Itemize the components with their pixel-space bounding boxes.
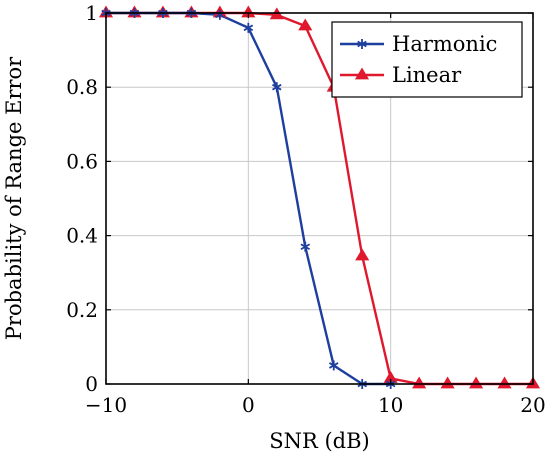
data-point-harmonic bbox=[300, 241, 311, 252]
y-tick-label: 0.6 bbox=[66, 149, 98, 173]
data-point-linear bbox=[298, 18, 313, 31]
legend: Harmonic Linear bbox=[331, 21, 523, 98]
x-axis-title: SNR (dB) bbox=[269, 429, 370, 453]
y-tick-label: 0 bbox=[85, 372, 98, 396]
y-tick-label: 0.8 bbox=[66, 75, 98, 99]
y-tick-label: 0.4 bbox=[66, 224, 98, 248]
legend-marker bbox=[354, 67, 370, 80]
data-point-linear bbox=[497, 376, 512, 389]
x-tick-label: 10 bbox=[378, 393, 403, 417]
data-point-linear bbox=[440, 376, 455, 389]
plot-frame bbox=[105, 12, 534, 385]
data-point-linear bbox=[355, 248, 370, 261]
x-tick-label: −10 bbox=[85, 393, 127, 417]
data-point-linear bbox=[412, 376, 427, 389]
legend-label: Linear bbox=[392, 63, 462, 87]
data-point-harmonic bbox=[272, 82, 282, 93]
legend-marker bbox=[357, 39, 367, 49]
data-point-harmonic bbox=[328, 360, 339, 371]
y-axis-title: Probability of Range Error bbox=[2, 56, 26, 340]
legend-box bbox=[331, 21, 523, 98]
data-point-linear bbox=[469, 376, 484, 389]
x-tick-label: 0 bbox=[242, 393, 255, 417]
x-tick-label: 20 bbox=[520, 393, 545, 417]
y-tick-label: 0.2 bbox=[66, 298, 98, 322]
legend-label: Harmonic bbox=[392, 32, 497, 56]
y-tick-label: 1 bbox=[85, 1, 98, 25]
data-point-harmonic bbox=[243, 22, 254, 33]
